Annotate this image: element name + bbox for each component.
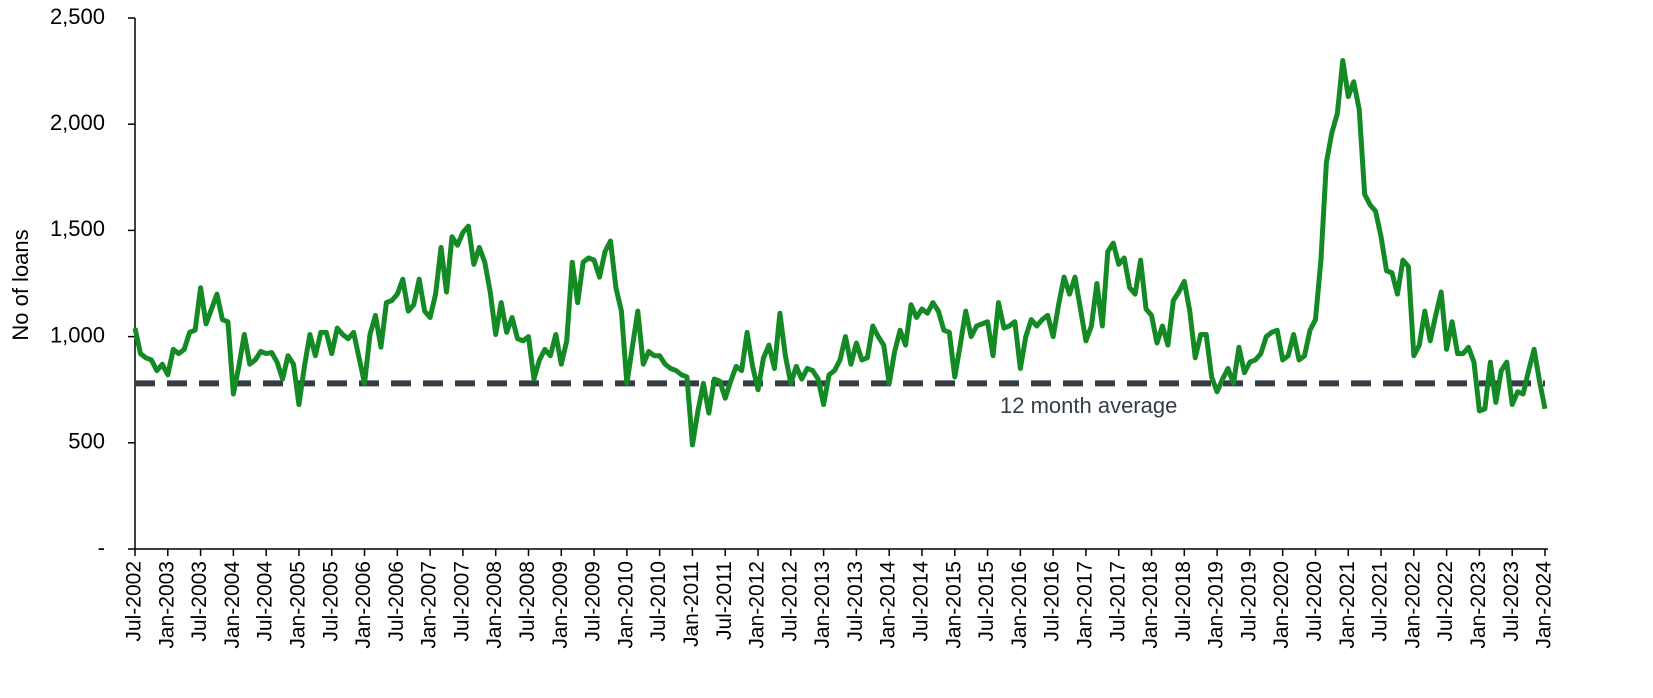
x-tick-label: Jul-2017	[1106, 561, 1129, 642]
x-tick-label: Jul-2002	[123, 561, 146, 642]
x-tick-label: Jul-2019	[1237, 561, 1260, 642]
x-tick-label: Jan-2005	[287, 561, 310, 649]
data-line	[132, 57, 1548, 448]
x-tick-label: Jan-2006	[352, 561, 375, 649]
x-tick-label: Jul-2003	[188, 561, 211, 642]
x-tick-label: Jan-2019	[1205, 561, 1228, 649]
x-tick-label: Jul-2014	[910, 561, 933, 642]
y-tick-label: 1,500	[50, 216, 105, 241]
x-tick-label: Jan-2010	[614, 561, 637, 649]
x-tick-label: Jul-2011	[713, 561, 736, 640]
x-tick-label: Jan-2024	[1533, 561, 1556, 649]
x-tick-label: Jul-2005	[319, 561, 342, 642]
x-tick-label: Jan-2008	[483, 561, 506, 649]
x-tick-label: Jul-2021	[1369, 561, 1392, 642]
x-tick-label: Jan-2007	[418, 561, 441, 649]
x-tick-label: Jul-2004	[254, 561, 277, 642]
x-tick-label: Jul-2020	[1303, 561, 1326, 642]
x-tick-label: Jul-2018	[1172, 561, 1195, 642]
x-tick-label: Jul-2010	[647, 561, 670, 642]
y-tick-label: 2,000	[50, 110, 105, 135]
x-tick-label: Jan-2023	[1467, 561, 1490, 649]
x-tick-label: Jul-2008	[516, 561, 539, 642]
x-tick-label: Jan-2021	[1336, 561, 1359, 649]
x-tick-label: Jan-2003	[155, 561, 178, 649]
y-tick-label: 500	[68, 429, 105, 454]
x-tick-label: Jan-2020	[1270, 561, 1293, 649]
x-tick-label: Jul-2015	[975, 561, 998, 642]
x-tick-label: Jan-2013	[811, 561, 834, 649]
y-tick-label: -	[98, 535, 105, 560]
x-tick-label: Jan-2015	[942, 561, 965, 649]
y-axis-label: No of loans	[8, 229, 33, 340]
x-tick-label: Jan-2017	[1073, 561, 1096, 649]
x-tick-label: Jul-2007	[450, 561, 473, 642]
x-tick-label: Jan-2014	[877, 561, 900, 649]
x-tick-label: Jul-2022	[1434, 561, 1457, 642]
x-tick-label: Jul-2006	[385, 561, 408, 642]
y-tick-label: 2,500	[50, 4, 105, 29]
x-tick-label: Jan-2018	[1139, 561, 1162, 649]
average-label: 12 month average	[1000, 393, 1177, 418]
x-tick-label: Jul-2012	[778, 561, 801, 642]
x-tick-label: Jan-2016	[1008, 561, 1031, 649]
x-tick-label: Jul-2023	[1500, 561, 1523, 642]
x-tick-label: Jan-2022	[1401, 561, 1424, 649]
y-tick-label: 1,000	[50, 322, 105, 347]
x-tick-label: Jul-2013	[844, 561, 867, 642]
x-tick-label: Jan-2004	[221, 561, 244, 649]
x-tick-label: Jan-2009	[549, 561, 572, 649]
x-tick-label: Jan-2012	[746, 561, 769, 649]
x-tick-label: Jul-2009	[582, 561, 605, 642]
x-tick-label: Jul-2016	[1041, 561, 1064, 642]
x-tick-label: Jan-2011	[680, 561, 703, 647]
